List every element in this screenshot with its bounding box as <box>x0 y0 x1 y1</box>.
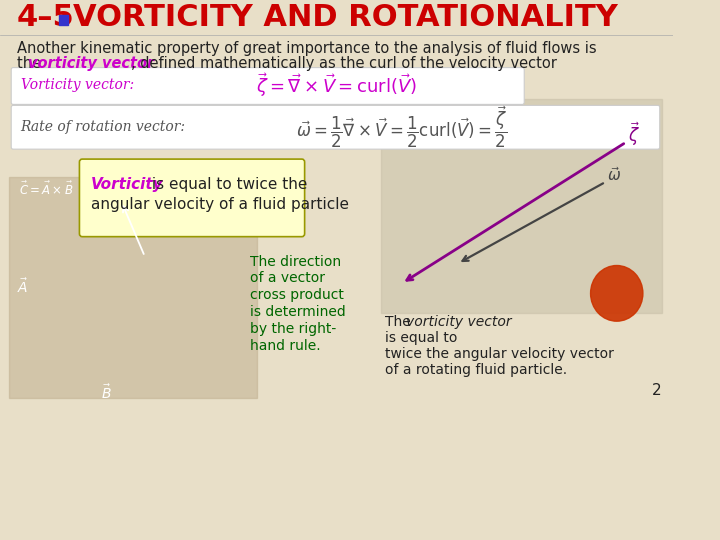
Circle shape <box>590 266 643 321</box>
Text: Another kinematic property of great importance to the analysis of fluid flows is: Another kinematic property of great impo… <box>17 41 596 56</box>
Text: by the right-: by the right- <box>251 322 337 336</box>
Text: 2: 2 <box>652 383 662 399</box>
Text: angular velocity of a fluid particle: angular velocity of a fluid particle <box>91 197 348 212</box>
Text: vorticity vector: vorticity vector <box>28 56 154 71</box>
Text: vorticity vector: vorticity vector <box>407 315 512 329</box>
Text: The: The <box>385 315 415 329</box>
Bar <box>59 15 68 25</box>
FancyBboxPatch shape <box>12 68 524 104</box>
Text: $\vec{\zeta}$: $\vec{\zeta}$ <box>628 120 640 148</box>
Text: $\vec{C} = \vec{A} \times \vec{B}$: $\vec{C} = \vec{A} \times \vec{B}$ <box>19 181 73 198</box>
Text: VORTICITY AND ROTATIONALITY: VORTICITY AND ROTATIONALITY <box>73 3 618 32</box>
Text: is equal to: is equal to <box>385 331 457 345</box>
Text: $\vec{\zeta} = \vec{\nabla} \times \vec{V} = \mathrm{curl}(\vec{V})$: $\vec{\zeta} = \vec{\nabla} \times \vec{… <box>256 72 417 99</box>
Text: cross product: cross product <box>251 288 344 302</box>
Text: of a vector: of a vector <box>251 272 325 286</box>
Text: Vorticity vector:: Vorticity vector: <box>21 78 134 92</box>
Text: $\vec{\omega} = \dfrac{1}{2}\vec{\nabla} \times \vec{V} = \dfrac{1}{2}\mathrm{cu: $\vec{\omega} = \dfrac{1}{2}\vec{\nabla}… <box>296 104 508 150</box>
Text: the: the <box>17 56 45 71</box>
Bar <box>382 99 662 313</box>
Text: $\vec{\omega}$: $\vec{\omega}$ <box>608 166 621 184</box>
Text: $\vec{A}$: $\vec{A}$ <box>17 277 28 296</box>
Text: is determined: is determined <box>251 305 346 319</box>
Text: is equal to twice the: is equal to twice the <box>147 178 307 192</box>
Text: Vorticity: Vorticity <box>91 178 163 192</box>
Text: hand rule.: hand rule. <box>251 339 321 353</box>
Text: , defined mathematically as the curl of the velocity vector: , defined mathematically as the curl of … <box>131 56 557 71</box>
FancyBboxPatch shape <box>79 159 305 237</box>
Text: $\vec{B}$: $\vec{B}$ <box>101 383 112 402</box>
Text: of a rotating fluid particle.: of a rotating fluid particle. <box>385 363 567 377</box>
Text: The direction: The direction <box>251 254 341 268</box>
Text: Rate of rotation vector:: Rate of rotation vector: <box>21 120 186 134</box>
Text: 4–5: 4–5 <box>17 3 75 32</box>
Bar <box>9 177 257 398</box>
Text: twice the angular velocity vector: twice the angular velocity vector <box>385 347 614 361</box>
FancyBboxPatch shape <box>12 105 660 149</box>
